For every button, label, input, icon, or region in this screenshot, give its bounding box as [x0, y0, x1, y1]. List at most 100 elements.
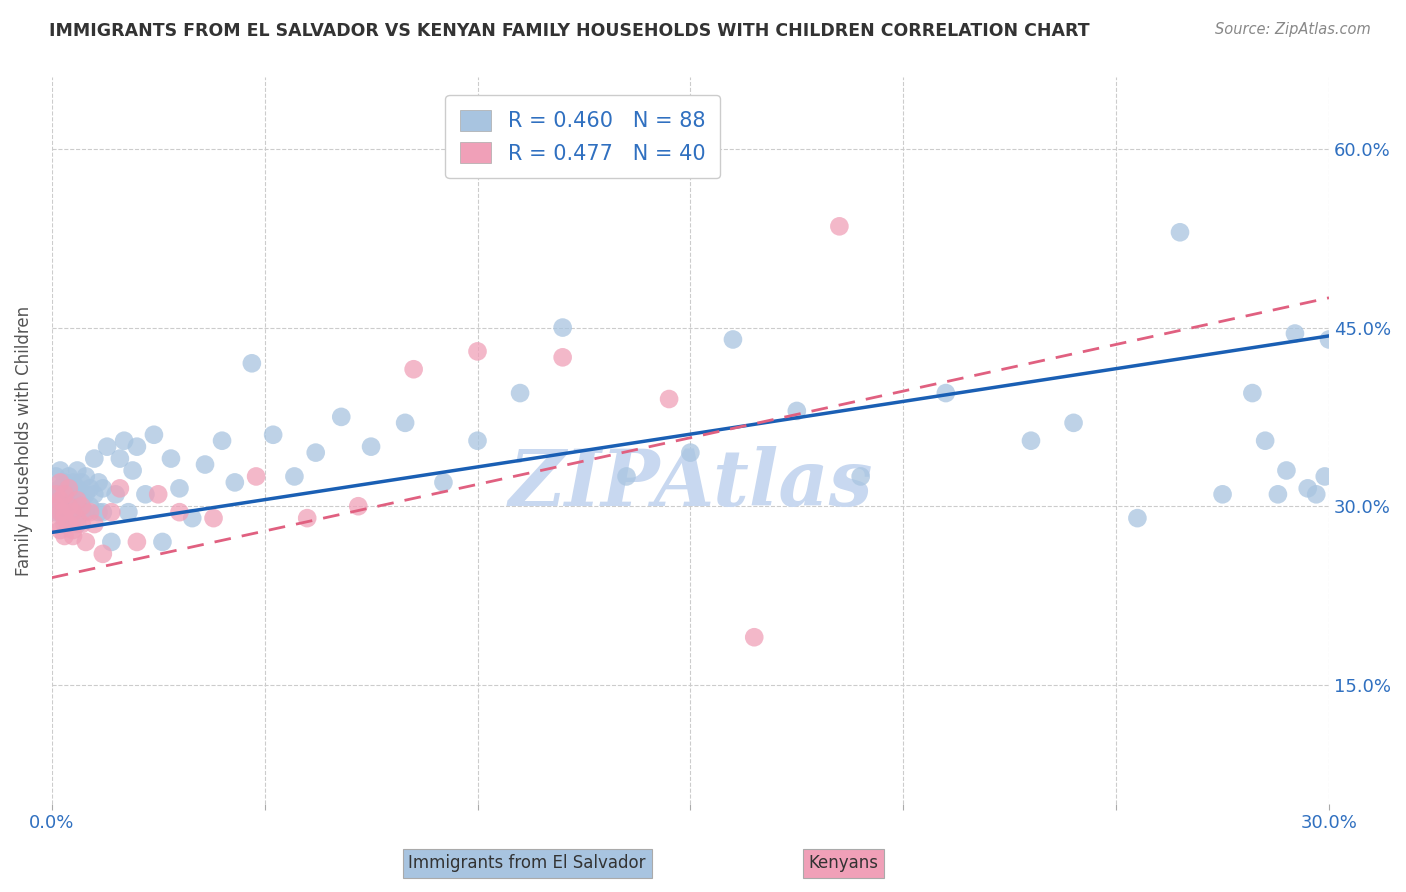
Point	[169, 505, 191, 519]
Point	[432, 475, 454, 490]
Text: Kenyans: Kenyans	[808, 855, 879, 872]
Point	[1313, 469, 1336, 483]
Point	[62, 493, 84, 508]
Point	[786, 404, 808, 418]
Point	[53, 487, 76, 501]
Point	[616, 469, 638, 483]
Point	[125, 440, 148, 454]
Point	[108, 451, 131, 466]
Point	[1241, 386, 1264, 401]
Point	[53, 505, 76, 519]
Point	[53, 493, 76, 508]
Point	[828, 219, 851, 234]
Point	[330, 409, 353, 424]
Point	[551, 320, 574, 334]
Text: Source: ZipAtlas.com: Source: ZipAtlas.com	[1215, 22, 1371, 37]
Point	[53, 505, 76, 519]
Point	[83, 487, 105, 501]
Point	[53, 475, 76, 490]
Point	[66, 493, 89, 508]
Point	[91, 547, 114, 561]
Point	[1317, 333, 1340, 347]
Point	[66, 481, 89, 495]
Point	[75, 487, 97, 501]
Point	[49, 505, 72, 519]
Point	[70, 505, 93, 519]
Point	[134, 487, 156, 501]
Point	[142, 427, 165, 442]
Point	[45, 487, 67, 501]
Point	[1063, 416, 1085, 430]
Text: ZIPAtlas: ZIPAtlas	[508, 446, 873, 523]
Point	[75, 535, 97, 549]
Point	[62, 505, 84, 519]
Point	[849, 469, 872, 483]
Point	[467, 434, 489, 448]
Point	[91, 505, 114, 519]
Point	[58, 500, 80, 514]
Point	[58, 481, 80, 495]
Point	[121, 463, 143, 477]
Point	[58, 505, 80, 519]
Point	[75, 505, 97, 519]
Point	[62, 475, 84, 490]
Point	[108, 481, 131, 495]
Point	[49, 500, 72, 514]
Point	[45, 500, 67, 514]
Point	[45, 505, 67, 519]
Point	[66, 463, 89, 477]
Point	[1212, 487, 1234, 501]
Point	[62, 529, 84, 543]
Point	[935, 386, 957, 401]
Point	[224, 475, 246, 490]
Point	[49, 505, 72, 519]
Point	[58, 481, 80, 495]
Point	[49, 493, 72, 508]
Point	[91, 481, 114, 495]
Point	[79, 505, 101, 519]
Point	[53, 529, 76, 543]
Point	[70, 500, 93, 514]
Point	[721, 333, 744, 347]
Point	[45, 517, 67, 532]
Point	[62, 505, 84, 519]
Point	[169, 481, 191, 495]
Point	[1254, 434, 1277, 448]
Point	[83, 517, 105, 532]
Point	[1305, 487, 1327, 501]
Point	[87, 505, 110, 519]
Point	[117, 505, 139, 519]
Point	[58, 487, 80, 501]
Point	[679, 445, 702, 459]
Point	[100, 505, 122, 519]
Point	[1275, 463, 1298, 477]
Point	[295, 511, 318, 525]
Point	[58, 517, 80, 532]
Point	[305, 445, 328, 459]
Point	[509, 386, 531, 401]
Point	[70, 475, 93, 490]
Point	[70, 493, 93, 508]
Point	[551, 351, 574, 365]
Point	[240, 356, 263, 370]
Point	[211, 434, 233, 448]
Text: IMMIGRANTS FROM EL SALVADOR VS KENYAN FAMILY HOUSEHOLDS WITH CHILDREN CORRELATIO: IMMIGRANTS FROM EL SALVADOR VS KENYAN FA…	[49, 22, 1090, 40]
Y-axis label: Family Households with Children: Family Households with Children	[15, 306, 32, 575]
Point	[66, 517, 89, 532]
Point	[347, 500, 370, 514]
Point	[1296, 481, 1319, 495]
Point	[467, 344, 489, 359]
Point	[152, 535, 174, 549]
Point	[1019, 434, 1042, 448]
Point	[742, 630, 765, 644]
Point	[53, 517, 76, 532]
Legend: R = 0.460   N = 88, R = 0.477   N = 40: R = 0.460 N = 88, R = 0.477 N = 40	[446, 95, 720, 178]
Point	[104, 487, 127, 501]
Point	[181, 511, 204, 525]
Point	[262, 427, 284, 442]
Point	[58, 469, 80, 483]
Point	[49, 481, 72, 495]
Point	[45, 487, 67, 501]
Point	[1284, 326, 1306, 341]
Point	[125, 535, 148, 549]
